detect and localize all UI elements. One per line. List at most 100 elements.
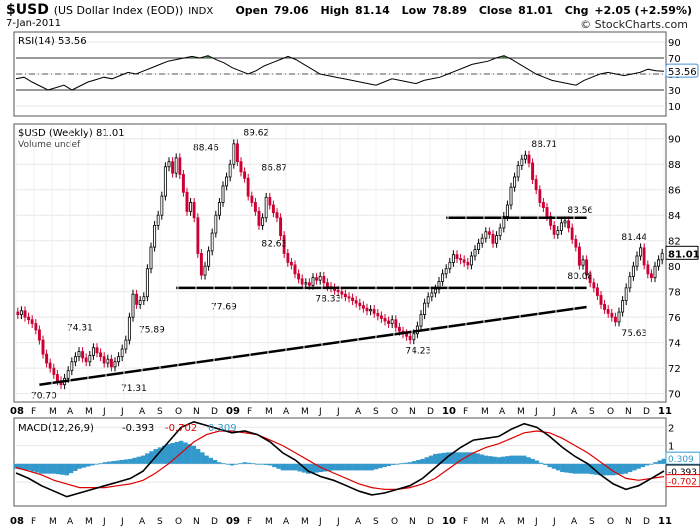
price-candle-down [603, 304, 607, 310]
macd-histogram-bar [276, 463, 281, 469]
price-candle-up [167, 161, 171, 168]
price-candle-up [448, 261, 452, 270]
x-tick-label-bottom: J [120, 517, 124, 527]
price-candle-down [257, 210, 261, 226]
price-candle-up [217, 202, 221, 216]
price-candle-down [239, 161, 243, 173]
price-tick-label: 82 [668, 237, 681, 248]
price-candle-up [369, 309, 373, 312]
macd-histogram-bar [623, 463, 629, 474]
macd-histogram-bar [454, 452, 459, 464]
price-tick-label: 86 [668, 186, 681, 197]
price-candle-up [124, 339, 128, 350]
price-candle-down [462, 259, 466, 263]
macd-histogram-bar [90, 463, 95, 466]
rsi-line [15, 55, 665, 91]
price-candle-up [617, 311, 621, 323]
x-tick-label-bottom: N [625, 517, 632, 527]
x-tick-label: M [49, 407, 57, 417]
price-candle-up [509, 186, 513, 206]
macd-histogram-bar [94, 463, 99, 465]
price-candle-up [660, 252, 664, 261]
price-candle-up [480, 237, 484, 244]
price-candle-up [156, 214, 160, 226]
macd-histogram-bar [390, 463, 396, 465]
macd-signal-line [15, 430, 665, 490]
price-candle-up [127, 316, 131, 341]
macd-histogram-bar [517, 455, 523, 464]
price-candle-down [30, 319, 34, 324]
price-candle-up [559, 222, 563, 231]
x-tick-label: J [534, 407, 538, 417]
x-tick-label-bottom: O [607, 517, 614, 527]
price-candle-down [95, 347, 99, 354]
macd-histogram-bar [572, 463, 578, 474]
macd-histogram-bar [217, 462, 222, 464]
macd-histogram-bar [162, 445, 167, 464]
price-candle-down [394, 319, 398, 328]
macd-histogram-bar [437, 453, 442, 464]
price-candle-up [311, 277, 315, 286]
x-tick-label: N [625, 407, 632, 417]
price-candle-up [469, 255, 473, 266]
macd-histogram-bar [331, 463, 336, 471]
macd-histogram-bar [577, 463, 582, 474]
x-tick-label-bottom: J [534, 517, 538, 527]
price-candle-down [286, 253, 290, 263]
macd-histogram-value: 0.309 [208, 423, 237, 434]
macd-histogram-bar [81, 463, 86, 468]
price-candle-down [250, 195, 254, 203]
macd-histogram-bar [259, 463, 264, 465]
macd-histogram-bar [98, 463, 103, 465]
price-tick-label: 74 [668, 339, 681, 350]
rsi-overbought-fill [500, 55, 508, 58]
price-current-label: 81.01 [668, 249, 700, 260]
macd-histogram-bar [238, 463, 243, 465]
x-tick-label: D [427, 407, 434, 417]
x-tick-label: A [355, 407, 362, 417]
macd-histogram-bar [407, 462, 413, 464]
macd-histogram-bar [85, 463, 91, 467]
x-tick-label: J [318, 407, 322, 417]
price-tick-label: 78 [668, 288, 681, 299]
macd-histogram-bar [289, 463, 294, 471]
x-tick-label-bottom: A [571, 517, 578, 527]
price-annotation-label: 86.87 [261, 164, 287, 174]
price-candle-up [498, 227, 502, 237]
price-candle-down [595, 287, 599, 296]
macd-histogram-bar [119, 459, 125, 464]
macd-histogram-bar [560, 463, 565, 473]
price-candle-down [455, 254, 459, 259]
macd-histogram-bar [640, 463, 646, 468]
price-trendline [39, 305, 587, 386]
price-candle-down [196, 217, 200, 254]
price-candle-down [55, 374, 59, 382]
macd-histogram-bar [43, 463, 48, 474]
price-candle-up [160, 195, 164, 216]
price-candle-down [379, 315, 383, 319]
price-candle-down [199, 253, 203, 276]
price-candle-down [354, 300, 358, 304]
macd-histogram-bar [284, 463, 290, 471]
x-tick-label: A [571, 407, 578, 417]
price-candle-down [567, 220, 571, 229]
macd-histogram-bar [644, 463, 650, 466]
axis-layer: 08 F M A M J J A S O N D 09 F M A M J J A S O N D 10 F M A M J J A S O N D 1… [10, 126, 672, 527]
price-candle-up [513, 176, 517, 188]
price-candle-down [383, 318, 387, 322]
x-tick-label-bottom: F [31, 517, 36, 527]
x-tick-label-bottom: M [85, 517, 93, 527]
price-candle-up [138, 300, 142, 305]
price-candle-down [351, 297, 355, 301]
x-tick-label: A [67, 407, 74, 417]
macd-histogram-bar [530, 458, 535, 464]
macd-histogram-bar [183, 442, 188, 464]
macd-histogram-bar [73, 463, 78, 471]
x-tick-label: D [211, 407, 218, 417]
macd-histogram-bar [403, 462, 408, 464]
price-candle-down [81, 351, 85, 359]
macd-histogram-bar [627, 463, 633, 473]
price-candle-up [653, 265, 657, 279]
x-tick-label-bottom: A [139, 517, 146, 527]
macd-histogram-bar [344, 463, 349, 471]
